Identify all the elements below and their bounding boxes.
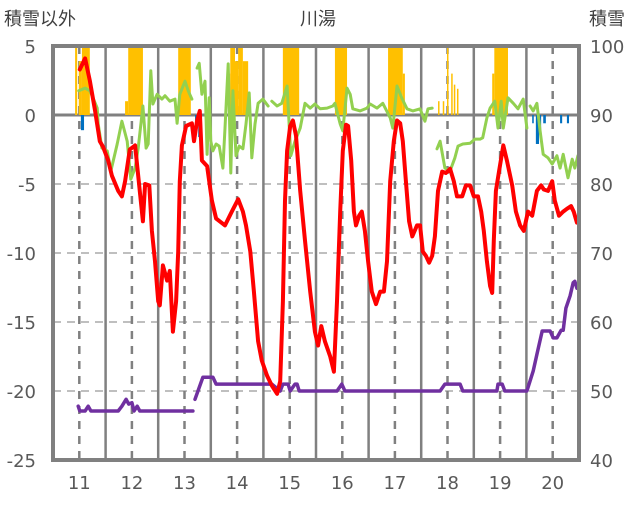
positive-bar [451, 73, 453, 115]
positive-bar [230, 46, 235, 115]
x-tick-label: 14 [226, 473, 249, 494]
positive-bar [442, 101, 445, 115]
positive-bar [456, 88, 459, 115]
x-tick-label: 19 [489, 473, 512, 494]
green-series-line [528, 101, 579, 180]
left-tick-label: 5 [25, 37, 36, 58]
x-tick-label: 17 [383, 473, 406, 494]
positive-bar [128, 46, 143, 115]
series-lines [76, 56, 579, 413]
green-series-line [195, 61, 270, 175]
left-tick-label: -20 [7, 382, 36, 403]
temperature-line [77, 56, 579, 396]
positive-bar [446, 46, 449, 115]
right-tick-label: 60 [590, 313, 613, 334]
negative-bar [535, 115, 540, 144]
positive-bar [234, 61, 239, 115]
left-tick-label: 0 [25, 106, 36, 127]
x-tick-label: 13 [173, 473, 196, 494]
left-tick-label: -5 [18, 175, 36, 196]
positive-bar [494, 46, 508, 115]
negative-bar [543, 115, 546, 124]
right-tick-label: 70 [590, 244, 613, 265]
x-tick-label: 15 [278, 473, 301, 494]
negative-bar [532, 115, 534, 124]
snow-depth-line [76, 397, 195, 413]
positive-bar [81, 46, 90, 115]
left-axis-title: 積雪以外 [4, 9, 76, 30]
positive-bar [242, 61, 249, 115]
snow-depth-line [193, 279, 579, 402]
positive-bar [238, 46, 243, 115]
right-tick-label: 50 [590, 382, 613, 403]
right-tick-label: 40 [590, 451, 613, 472]
x-tick-label: 11 [68, 473, 91, 494]
left-tick-label: -25 [7, 451, 36, 472]
positive-bar [78, 61, 82, 115]
bars [75, 46, 570, 144]
right-tick-label: 100 [590, 37, 624, 58]
x-tick-label: 16 [331, 473, 354, 494]
positive-bar [334, 46, 348, 115]
right-tick-label: 90 [590, 106, 613, 127]
left-tick-label: -10 [7, 244, 36, 265]
positive-bar [438, 101, 440, 115]
x-tick-label: 18 [436, 473, 459, 494]
positive-bar [388, 46, 403, 115]
left-tick-label: -15 [7, 313, 36, 334]
positive-bar [492, 73, 495, 115]
right-axis-title: 積雪 [589, 9, 625, 30]
positive-bar [75, 46, 78, 115]
negative-bar [566, 115, 570, 124]
right-tick-label: 80 [590, 175, 613, 196]
positive-bar [282, 46, 300, 115]
x-tick-label: 20 [541, 473, 564, 494]
green-series-line [435, 96, 529, 173]
positive-bar [453, 84, 456, 115]
positive-bar [402, 73, 405, 115]
negative-bar [80, 115, 85, 131]
x-tick-label: 12 [120, 473, 143, 494]
positive-bar [125, 101, 129, 115]
chart-title: 川湯 [300, 9, 336, 30]
negative-bar [560, 115, 563, 124]
plot-frame [51, 44, 581, 462]
